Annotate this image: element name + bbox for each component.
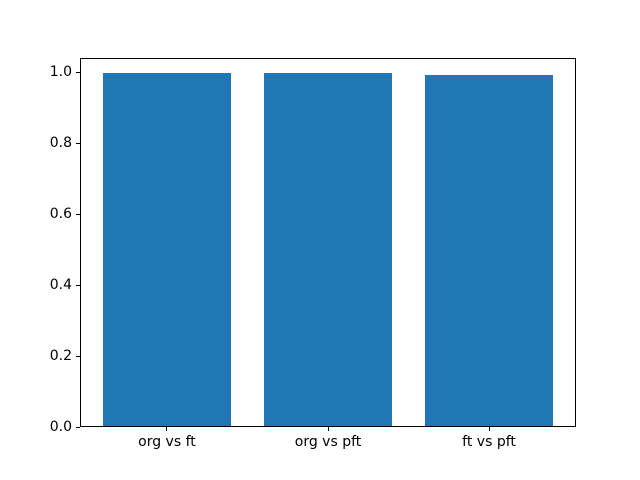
y-tick-mark — [76, 426, 80, 428]
y-tick-label: 0.8 — [49, 134, 72, 151]
x-tick-mark — [488, 427, 490, 431]
y-tick-mark — [76, 72, 80, 74]
y-tick-mark — [76, 213, 80, 215]
x-tick-label: org vs pft — [294, 434, 362, 450]
x-tick-label: ft vs pft — [462, 434, 516, 450]
bar — [424, 75, 554, 426]
x-tick-label: org vs ft — [138, 434, 196, 450]
x-tick-mark — [166, 427, 168, 431]
bar — [102, 72, 232, 426]
y-tick-label: 0.6 — [49, 205, 72, 222]
x-tick-mark — [327, 427, 329, 431]
bar — [263, 73, 393, 426]
y-tick-mark — [76, 355, 80, 357]
y-tick-label: 0.4 — [49, 276, 72, 293]
y-tick-label: 0.2 — [49, 347, 72, 364]
y-tick-label: 0.0 — [49, 418, 72, 435]
y-tick-mark — [76, 284, 80, 286]
y-tick-label: 1.0 — [49, 64, 72, 81]
y-tick-mark — [76, 142, 80, 144]
plot-area — [80, 58, 576, 427]
